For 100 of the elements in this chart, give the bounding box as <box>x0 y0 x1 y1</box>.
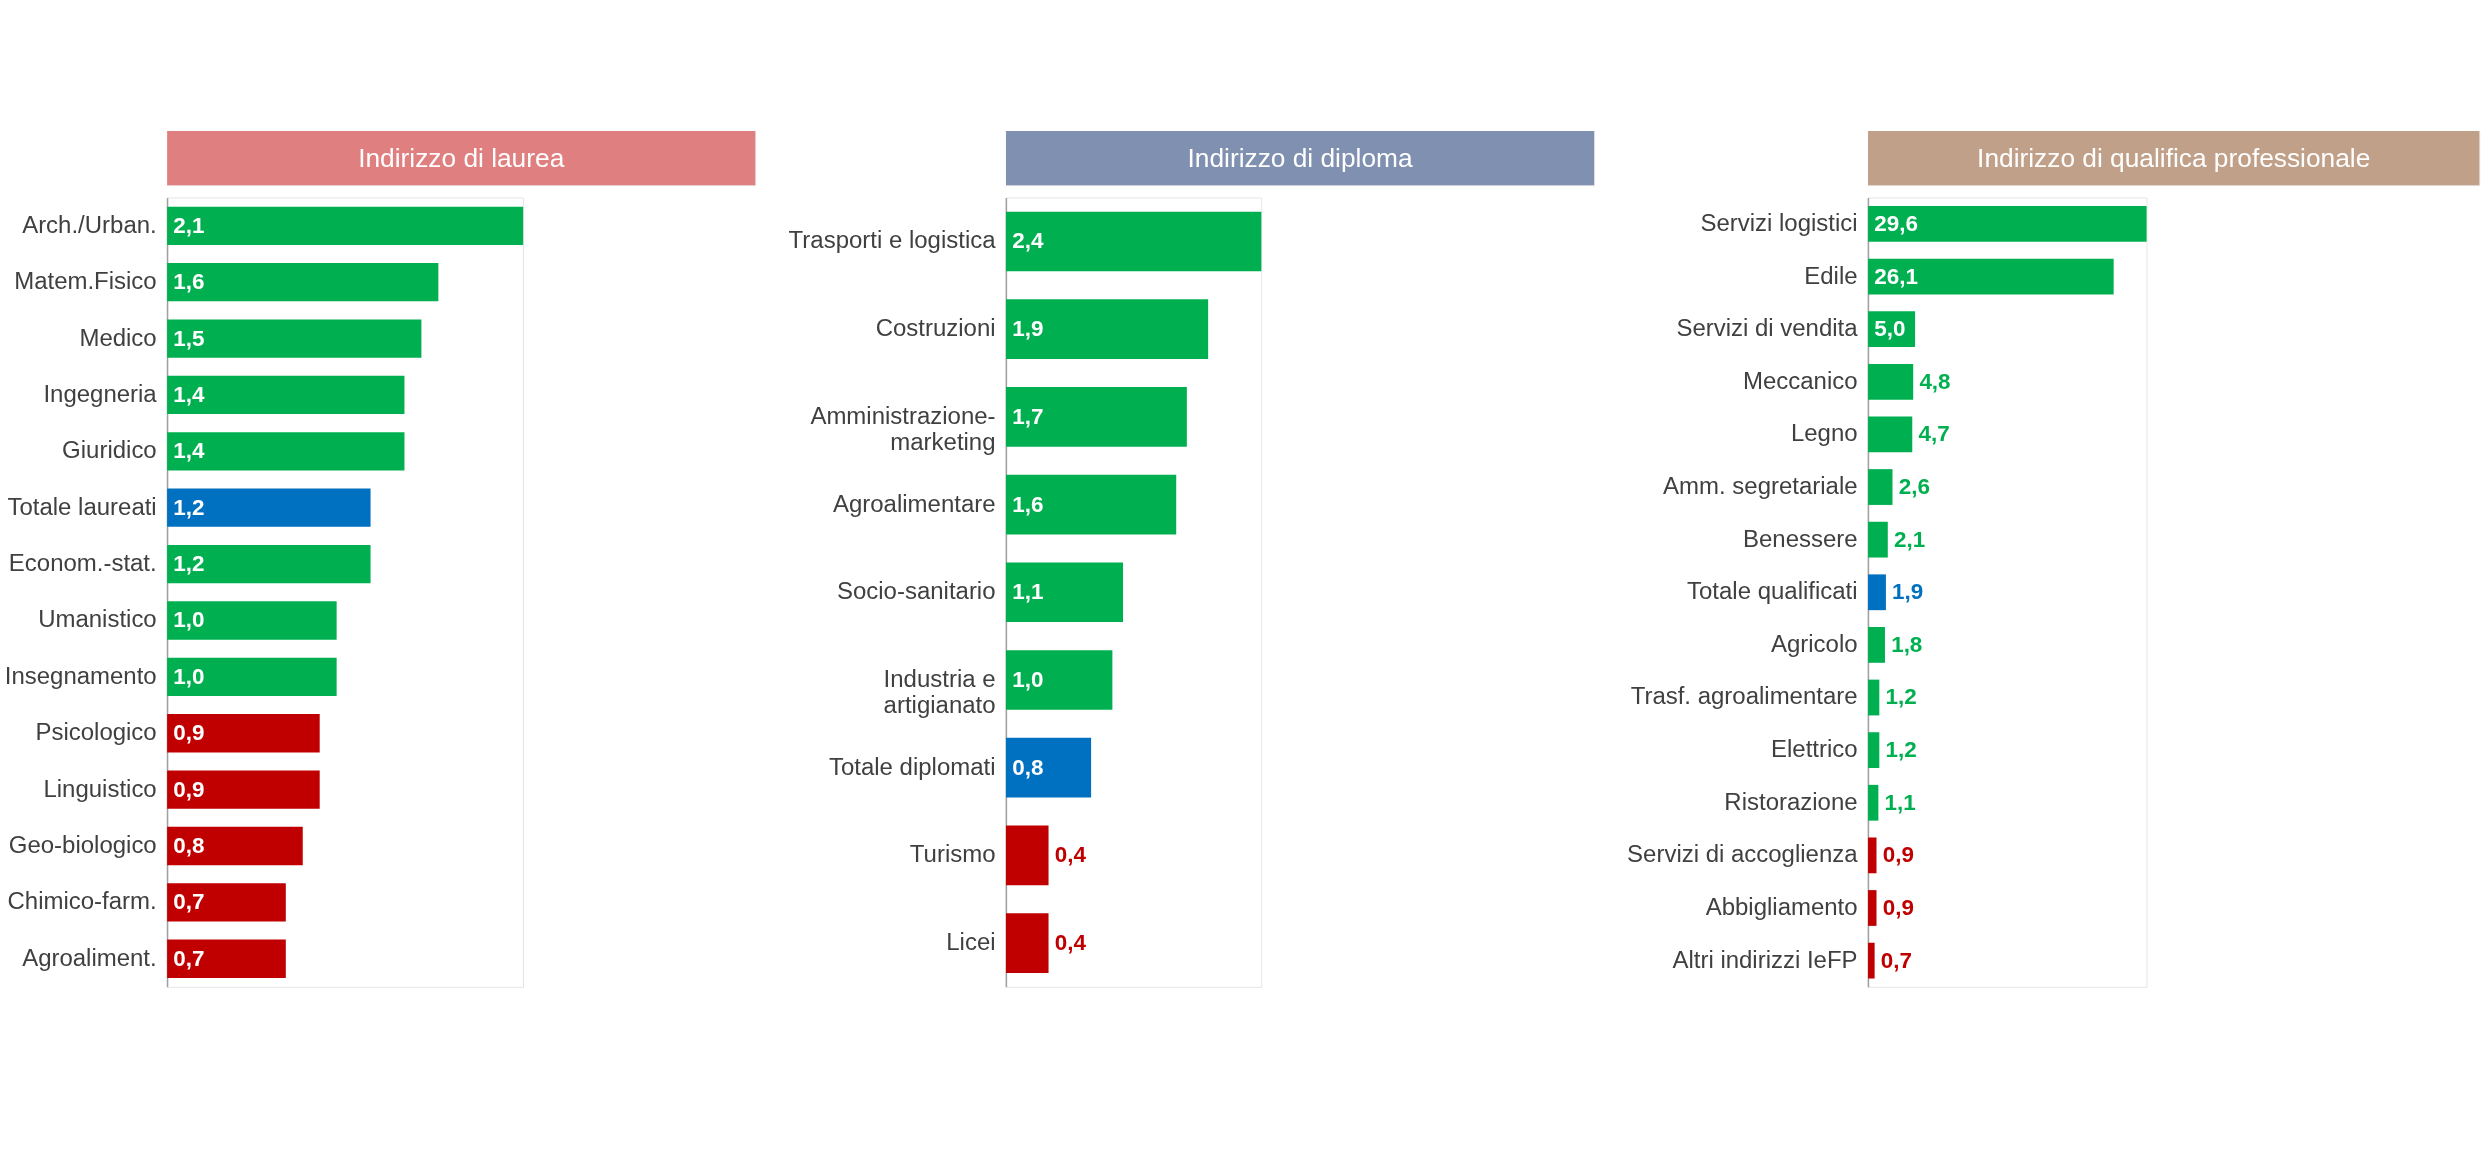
bar <box>1868 890 1877 926</box>
y-tick-label: Amm. segretariale <box>1663 472 1858 499</box>
chart-title: Indirizzo di laurea <box>358 143 565 174</box>
bar <box>167 939 286 978</box>
y-tick-label: Socio-sanitario <box>836 577 996 605</box>
y-tick-label: Totale qualificati <box>1687 577 1858 605</box>
data-label: 5,0 <box>1874 316 1906 342</box>
y-tick-label: Meccanico <box>1743 366 1858 394</box>
bar <box>167 826 303 866</box>
data-label: 1,5 <box>173 325 205 351</box>
bar <box>167 544 371 584</box>
bar <box>1868 942 1875 979</box>
data-label: 0,9 <box>173 720 205 746</box>
bar <box>167 263 439 302</box>
y-tick-label: Servizi di accoglienza <box>1627 840 1859 868</box>
data-label: 1,0 <box>173 607 205 633</box>
chart-title: Indirizzo di qualifica professionale <box>1977 143 2371 174</box>
y-tick-label: Geo-biologico <box>8 830 157 858</box>
data-label: 1,2 <box>1885 684 1917 710</box>
bar <box>1868 469 1893 505</box>
bar <box>1868 627 1885 663</box>
y-tick-label: Agroaliment. <box>22 943 157 971</box>
data-label: 1,1 <box>1884 789 1916 815</box>
bar <box>1005 562 1124 623</box>
y-tick-label: Ingegneria <box>43 379 158 407</box>
data-label: 0,7 <box>173 889 205 915</box>
data-label: 0,4 <box>1054 842 1087 868</box>
data-label: 26,1 <box>1874 263 1918 289</box>
y-tick-label: Amministrazione- marketing <box>810 401 996 456</box>
data-label: 29,6 <box>1874 210 1918 236</box>
y-tick-label: Totale diplomati <box>828 752 996 780</box>
data-label: 1,1 <box>1012 579 1044 605</box>
y-tick-label: Turismo <box>909 840 996 868</box>
y-tick-label: Matem.Fisico <box>14 267 157 295</box>
data-label: 1,6 <box>173 269 205 295</box>
bar <box>1005 474 1177 535</box>
y-tick-label: Servizi logistici <box>1700 208 1858 236</box>
chart-title: Indirizzo di diploma <box>1187 143 1413 174</box>
y-tick-label: Medico <box>79 323 157 351</box>
data-label: 1,8 <box>1891 631 1923 657</box>
bar <box>1868 837 1877 874</box>
bar <box>167 657 337 697</box>
bar <box>1868 732 1880 769</box>
bar <box>1005 211 1262 272</box>
bar <box>167 375 405 415</box>
y-tick-label: Agricolo <box>1770 629 1858 657</box>
bar <box>167 206 524 245</box>
data-label: 0,8 <box>173 832 205 858</box>
y-tick-label: Ristorazione <box>1724 787 1858 815</box>
data-label: 1,4 <box>173 438 206 464</box>
bar <box>1868 206 2147 242</box>
data-label: 1,2 <box>173 494 205 520</box>
y-tick-label: Licei <box>946 928 996 956</box>
bar <box>167 488 371 527</box>
data-label: 1,2 <box>1885 737 1917 763</box>
data-label: 4,7 <box>1918 421 1950 447</box>
data-label: 0,7 <box>173 945 205 971</box>
y-tick-label: Insegnamento <box>4 661 157 689</box>
y-tick-label: Industria e artigianato <box>883 664 996 719</box>
bar <box>167 770 320 809</box>
data-label: 2,1 <box>1893 526 1926 552</box>
y-tick-label: Legno <box>1790 419 1858 447</box>
data-label: 1,9 <box>1012 316 1044 342</box>
y-tick-label: Linguistico <box>43 774 157 802</box>
data-label: 1,6 <box>1012 491 1044 517</box>
data-label: 1,2 <box>173 551 205 577</box>
y-tick-label: Altri indirizzi IeFP <box>1672 945 1858 973</box>
data-label: 0,8 <box>1012 754 1044 780</box>
data-label: 0,7 <box>1880 947 1913 973</box>
data-label: 1,4 <box>173 381 206 407</box>
data-label: 2,1 <box>173 212 205 238</box>
y-tick-label: Psicologico <box>35 718 157 746</box>
y-tick-label: Arch./Urban. <box>22 210 157 238</box>
y-tick-label: Econom.-stat. <box>8 549 157 577</box>
data-label: 2,6 <box>1898 474 1930 499</box>
bar <box>1005 825 1049 886</box>
bar <box>167 601 337 640</box>
y-tick-label: Totale laureati <box>7 492 157 520</box>
bar <box>1868 416 1913 453</box>
bar <box>167 432 405 471</box>
data-label: 4,8 <box>1919 368 1951 394</box>
bar <box>167 714 320 753</box>
bar <box>1868 363 1914 400</box>
data-label: 0,9 <box>1882 894 1914 920</box>
bar <box>1005 299 1209 359</box>
data-label: 1,7 <box>1012 403 1044 429</box>
bar <box>1868 679 1880 716</box>
y-tick-label: Costruzioni <box>875 314 996 342</box>
bar <box>1868 258 2114 295</box>
y-tick-label: Giuridico <box>62 436 157 464</box>
bar <box>1005 913 1049 973</box>
y-tick-label: Umanistico <box>38 605 157 633</box>
bar <box>167 883 286 922</box>
data-label: 1,0 <box>173 663 205 689</box>
bar <box>1868 784 1879 821</box>
bar <box>1868 574 1886 611</box>
bar <box>1868 521 1888 558</box>
data-label: 1,9 <box>1892 579 1924 605</box>
y-tick-label: Benessere <box>1742 524 1858 552</box>
y-tick-label: Trasf. agroalimentare <box>1630 682 1858 710</box>
